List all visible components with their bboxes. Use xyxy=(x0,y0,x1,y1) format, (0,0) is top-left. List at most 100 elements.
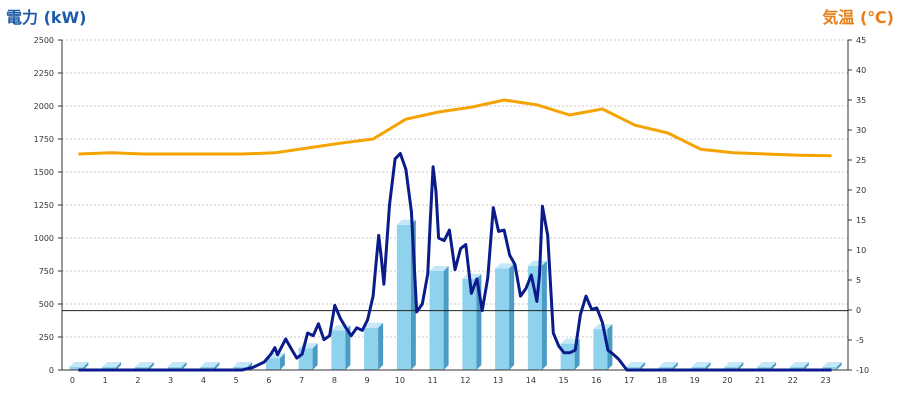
x-tick-label: 14 xyxy=(526,376,536,385)
bar-top xyxy=(69,362,89,367)
bar-side xyxy=(214,362,220,370)
x-tick-label: 1 xyxy=(103,376,108,385)
bar-side xyxy=(345,325,351,370)
bar-side xyxy=(443,266,449,370)
left-tick-label: 2250 xyxy=(34,69,54,78)
x-tick-label: 4 xyxy=(201,376,206,385)
bar-side xyxy=(312,343,318,370)
bar-top xyxy=(626,362,646,367)
x-tick-label: 9 xyxy=(365,376,370,385)
bar xyxy=(396,224,411,370)
right-tick-label: 0 xyxy=(856,306,861,315)
right-axis-title: 気温 (℃) xyxy=(822,8,894,27)
left-tick-label: 0 xyxy=(49,366,54,375)
bar xyxy=(495,268,510,370)
x-tick-label: 5 xyxy=(234,376,239,385)
bar-top xyxy=(527,260,547,266)
bar xyxy=(560,343,575,370)
right-tick-label: 5 xyxy=(856,276,861,285)
x-tick-label: 20 xyxy=(722,376,732,385)
bar-top xyxy=(691,362,711,367)
x-tick-label: 21 xyxy=(755,376,765,385)
left-tick-label: 1750 xyxy=(34,135,54,144)
bar-side xyxy=(181,362,187,370)
bar-side xyxy=(279,353,285,370)
bar-top xyxy=(364,322,384,328)
bar-side xyxy=(672,362,678,370)
x-tick-label: 11 xyxy=(428,376,438,385)
x-tick-label: 17 xyxy=(624,376,634,385)
x-tick-label: 23 xyxy=(821,376,831,385)
bar-top xyxy=(658,362,678,367)
x-tick-label: 12 xyxy=(460,376,470,385)
x-tick-label: 10 xyxy=(395,376,405,385)
bar-side xyxy=(771,362,777,370)
bar-top xyxy=(200,362,220,367)
x-tick-label: 3 xyxy=(168,376,173,385)
left-tick-label: 750 xyxy=(39,267,54,276)
bar xyxy=(69,367,84,370)
left-tick-label: 1250 xyxy=(34,201,54,210)
bar xyxy=(429,271,444,370)
left-tick-label: 1000 xyxy=(34,234,54,243)
right-tick-label: 35 xyxy=(856,96,866,105)
left-tick-label: 250 xyxy=(39,333,54,342)
temperature-line xyxy=(78,98,832,158)
right-tick-label: 10 xyxy=(856,246,866,255)
bar-top xyxy=(233,362,253,367)
bar-top xyxy=(495,263,515,269)
bar xyxy=(593,329,608,370)
power-bars xyxy=(69,219,842,370)
bar-top xyxy=(429,266,449,271)
bar xyxy=(265,358,280,370)
x-tick-label: 18 xyxy=(657,376,667,385)
x-tick-label: 6 xyxy=(266,376,271,385)
right-tick-label: 15 xyxy=(856,216,866,225)
left-tick-label: 2000 xyxy=(34,102,54,111)
bar-top xyxy=(102,362,122,367)
grid-lines xyxy=(62,39,848,338)
bar xyxy=(462,278,477,370)
right-tick-label: 45 xyxy=(856,36,866,45)
bar-side xyxy=(83,362,89,370)
x-tick-label: 2 xyxy=(135,376,140,385)
bar-top xyxy=(789,362,809,367)
bar-side xyxy=(705,362,711,370)
data-lines xyxy=(78,98,832,372)
bar xyxy=(331,330,346,370)
right-tick-label: 25 xyxy=(856,156,866,165)
x-tick-label: 15 xyxy=(559,376,569,385)
x-tick-label: 7 xyxy=(299,376,304,385)
x-tick-label: 19 xyxy=(690,376,700,385)
bar-side xyxy=(541,260,547,370)
right-tick-label: -10 xyxy=(856,366,869,375)
bar xyxy=(298,348,313,370)
x-tick-label: 22 xyxy=(788,376,798,385)
bar-top xyxy=(167,362,187,367)
tick-labels: 0 250 5 0 0 750 1000 1250 1500 1750 2000 2250 2500 -1… xyxy=(34,36,869,385)
bar-side xyxy=(738,362,744,370)
bar-top xyxy=(757,362,777,367)
right-tick-label: 20 xyxy=(856,186,866,195)
right-tick-label: -5 xyxy=(856,336,864,345)
x-tick-label: 16 xyxy=(591,376,601,385)
bar-side xyxy=(607,324,613,370)
x-tick-label: 8 xyxy=(332,376,337,385)
left-tick-label: 2500 xyxy=(34,36,54,45)
bar-top xyxy=(134,362,154,367)
right-tick-label: 30 xyxy=(856,126,866,135)
bar-side xyxy=(509,263,515,370)
bar-side xyxy=(640,362,646,370)
bar-top xyxy=(822,362,842,367)
bar-side xyxy=(836,362,842,370)
left-tick-label: 1500 xyxy=(34,168,54,177)
right-tick-label: 40 xyxy=(856,66,866,75)
power-line xyxy=(78,152,832,372)
left-axis-title: 電力 (kW) xyxy=(6,8,87,27)
x-tick-label: 13 xyxy=(493,376,503,385)
bar-side xyxy=(116,362,122,370)
x-tick-label: 0 xyxy=(70,376,75,385)
bar-side xyxy=(803,362,809,370)
bar xyxy=(364,327,379,370)
